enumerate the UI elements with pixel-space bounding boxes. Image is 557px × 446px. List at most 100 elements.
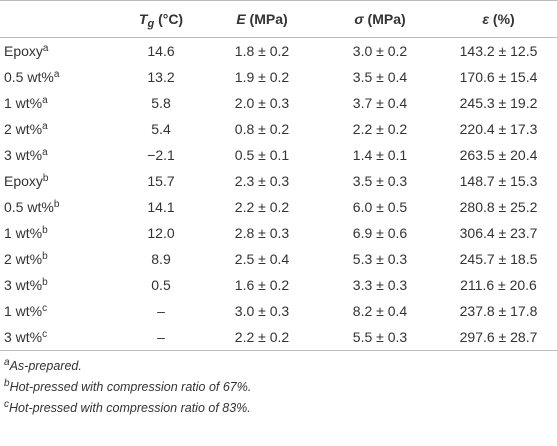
table-cell: 6.0 ± 0.5 <box>352 199 408 215</box>
header-unit: (MPa) <box>249 11 288 27</box>
row-label: 0.5 wt%b <box>0 194 118 220</box>
table-cell: 8.2 ± 0.4 <box>352 303 408 319</box>
row-label-text: 2 wt% <box>4 121 43 137</box>
table-cell: 1.6 ± 0.2 <box>234 277 290 293</box>
row-note-mark: a <box>42 147 48 158</box>
row-label: 1 wt%c <box>0 298 118 324</box>
footnote-mark: a <box>4 357 10 368</box>
table-cell: 2.3 ± 0.3 <box>234 173 290 189</box>
row-label-text: 1 wt% <box>4 95 43 111</box>
table-cell: 5.3 ± 0.3 <box>352 251 408 267</box>
table-cell: 1.9 ± 0.2 <box>234 69 290 85</box>
row-note-mark: a <box>42 43 49 54</box>
row-note-mark: b <box>53 199 60 210</box>
header-unit: (MPa) <box>367 11 406 27</box>
table-cell: 5.5 ± 0.3 <box>320 324 440 351</box>
table-cell: 280.8 ± 25.2 <box>459 199 538 215</box>
footnotes: aAs-prepared. bHot-pressed with compressi… <box>0 351 557 420</box>
row-note-mark: a <box>42 95 48 106</box>
table-cell: 3.3 ± 0.3 <box>352 277 408 293</box>
header-cell: E (MPa) <box>204 0 320 38</box>
row-label-text: Epoxy <box>4 43 43 59</box>
header-cell: ε (%) <box>440 0 557 38</box>
table-cell: 13.2 <box>147 69 175 85</box>
footnote: aAs-prepared. <box>4 357 557 378</box>
table-row: Epoxya 14.6 1.8 ± 0.2 3.0 ± 0.2 143.2 ± 12.5 <box>0 38 557 65</box>
row-label-text: 0.5 wt% <box>4 199 54 215</box>
table-cell: 0.8 ± 0.2 <box>234 121 290 137</box>
header-cell: σ (MPa) <box>320 0 440 38</box>
table-cell: 8.9 <box>151 251 171 267</box>
row-label-text: 3 wt% <box>4 147 43 163</box>
row-label: Epoxya <box>0 38 118 65</box>
table-head: Tg (°C) E (MPa) σ (MPa) ε (%) <box>0 0 557 38</box>
table-cell: 211.6 ± 20.6 <box>460 277 537 293</box>
row-note-mark: b <box>42 173 49 184</box>
table-cell: 5.4 <box>151 121 171 137</box>
table-cell: 0.5 ± 0.1 <box>234 147 290 163</box>
header-unit: (%) <box>492 11 515 27</box>
row-label-text: 0.5 wt% <box>4 69 54 85</box>
row-note-mark: b <box>42 251 48 262</box>
row-label: 1 wt%a <box>0 90 118 116</box>
table-cell: 5.8 <box>151 95 171 111</box>
table-cell: 0.5 <box>151 277 171 293</box>
table-cell: 306.4 ± 23.7 <box>459 225 538 241</box>
row-label: 0.5 wt%a <box>0 64 118 90</box>
table-cell: 220.4 ± 17.3 <box>459 121 538 137</box>
header-symbol: ε <box>482 11 490 27</box>
header-symbol: T <box>138 11 148 27</box>
row-label: 2 wt%b <box>0 246 118 272</box>
row-label: 3 wt%c <box>0 324 118 351</box>
table-cell: 245.3 ± 19.2 <box>459 95 538 111</box>
row-label-text: 1 wt% <box>4 225 43 241</box>
table-cell: 14.1 <box>147 199 175 215</box>
footnote: cHot-pressed with compression ratio of 8… <box>4 399 557 420</box>
row-label: 2 wt%a <box>0 116 118 142</box>
table-cell: 6.9 ± 0.6 <box>352 225 408 241</box>
table-cell: 148.7 ± 15.3 <box>459 173 538 189</box>
footnote-mark: c <box>4 399 9 410</box>
row-label-text: 2 wt% <box>4 251 43 267</box>
footnote-mark: b <box>4 378 10 389</box>
row-label: Epoxyb <box>0 168 118 194</box>
footnote-text: Hot-pressed with compression ratio of 67… <box>9 380 252 394</box>
row-label-text: 1 wt% <box>4 303 43 319</box>
table-body: Epoxya 14.6 1.8 ± 0.2 3.0 ± 0.2 143.2 ± 12.5… <box>0 38 557 351</box>
table-row: 1 wt%c – 3.0 ± 0.3 8.2 ± 0.4 237.8 ± 17.8 <box>0 298 557 324</box>
table-cell: 3.5 ± 0.3 <box>352 173 408 189</box>
table-cell: 2.0 ± 0.3 <box>234 95 290 111</box>
data-table: Tg (°C) E (MPa) σ (MPa) ε (%) Epoxya 14.6 1.8… <box>0 0 557 351</box>
row-label: 1 wt%b <box>0 220 118 246</box>
table-row: 0.5 wt%b 14.1 2.2 ± 0.2 6.0 ± 0.5 280.8 ± 25… <box>0 194 557 220</box>
table-cell: 2.8 ± 0.3 <box>234 225 290 241</box>
table-cell: 143.2 ± 12.5 <box>459 43 538 59</box>
table-row: 3 wt%a −2.1 0.5 ± 0.1 1.4 ± 0.1 263.5 ± 20.4 <box>0 142 557 168</box>
table-cell: −2.1 <box>147 147 175 163</box>
header-row: Tg (°C) E (MPa) σ (MPa) ε (%) <box>0 0 557 38</box>
table-cell: 12.0 <box>147 225 175 241</box>
header-blank <box>0 0 118 38</box>
table-cell: 3.0 ± 0.3 <box>234 303 290 319</box>
table-cell: 263.5 ± 20.4 <box>459 147 538 163</box>
table-cell: 3.5 ± 0.4 <box>352 69 408 85</box>
table-cell: 170.6 ± 15.4 <box>459 69 538 85</box>
table-row: Epoxyb 15.7 2.3 ± 0.3 3.5 ± 0.3 148.7 ± 15.3 <box>0 168 557 194</box>
table-cell: 1.8 ± 0.2 <box>234 43 290 59</box>
table-cell: 2.5 ± 0.4 <box>234 251 290 267</box>
table-cell: – <box>118 324 204 351</box>
table-row: 0.5 wt%a 13.2 1.9 ± 0.2 3.5 ± 0.4 170.6 ± 15… <box>0 64 557 90</box>
table-cell: 1.4 ± 0.1 <box>352 147 408 163</box>
row-note-mark: a <box>53 69 60 80</box>
row-label: 3 wt%a <box>0 142 118 168</box>
table-cell: 3.7 ± 0.4 <box>352 95 408 111</box>
table-cell: 15.7 <box>147 173 175 189</box>
row-label-text: 3 wt% <box>4 329 43 345</box>
row-note-mark: b <box>42 277 48 288</box>
table-cell: – <box>157 303 165 319</box>
table-cell: 237.8 ± 17.8 <box>459 303 538 319</box>
table-row: 2 wt%b 8.9 2.5 ± 0.4 5.3 ± 0.3 245.7 ± 18.5 <box>0 246 557 272</box>
footnote-text: As-prepared. <box>9 359 82 373</box>
table-cell: 2.2 ± 0.2 <box>204 324 320 351</box>
